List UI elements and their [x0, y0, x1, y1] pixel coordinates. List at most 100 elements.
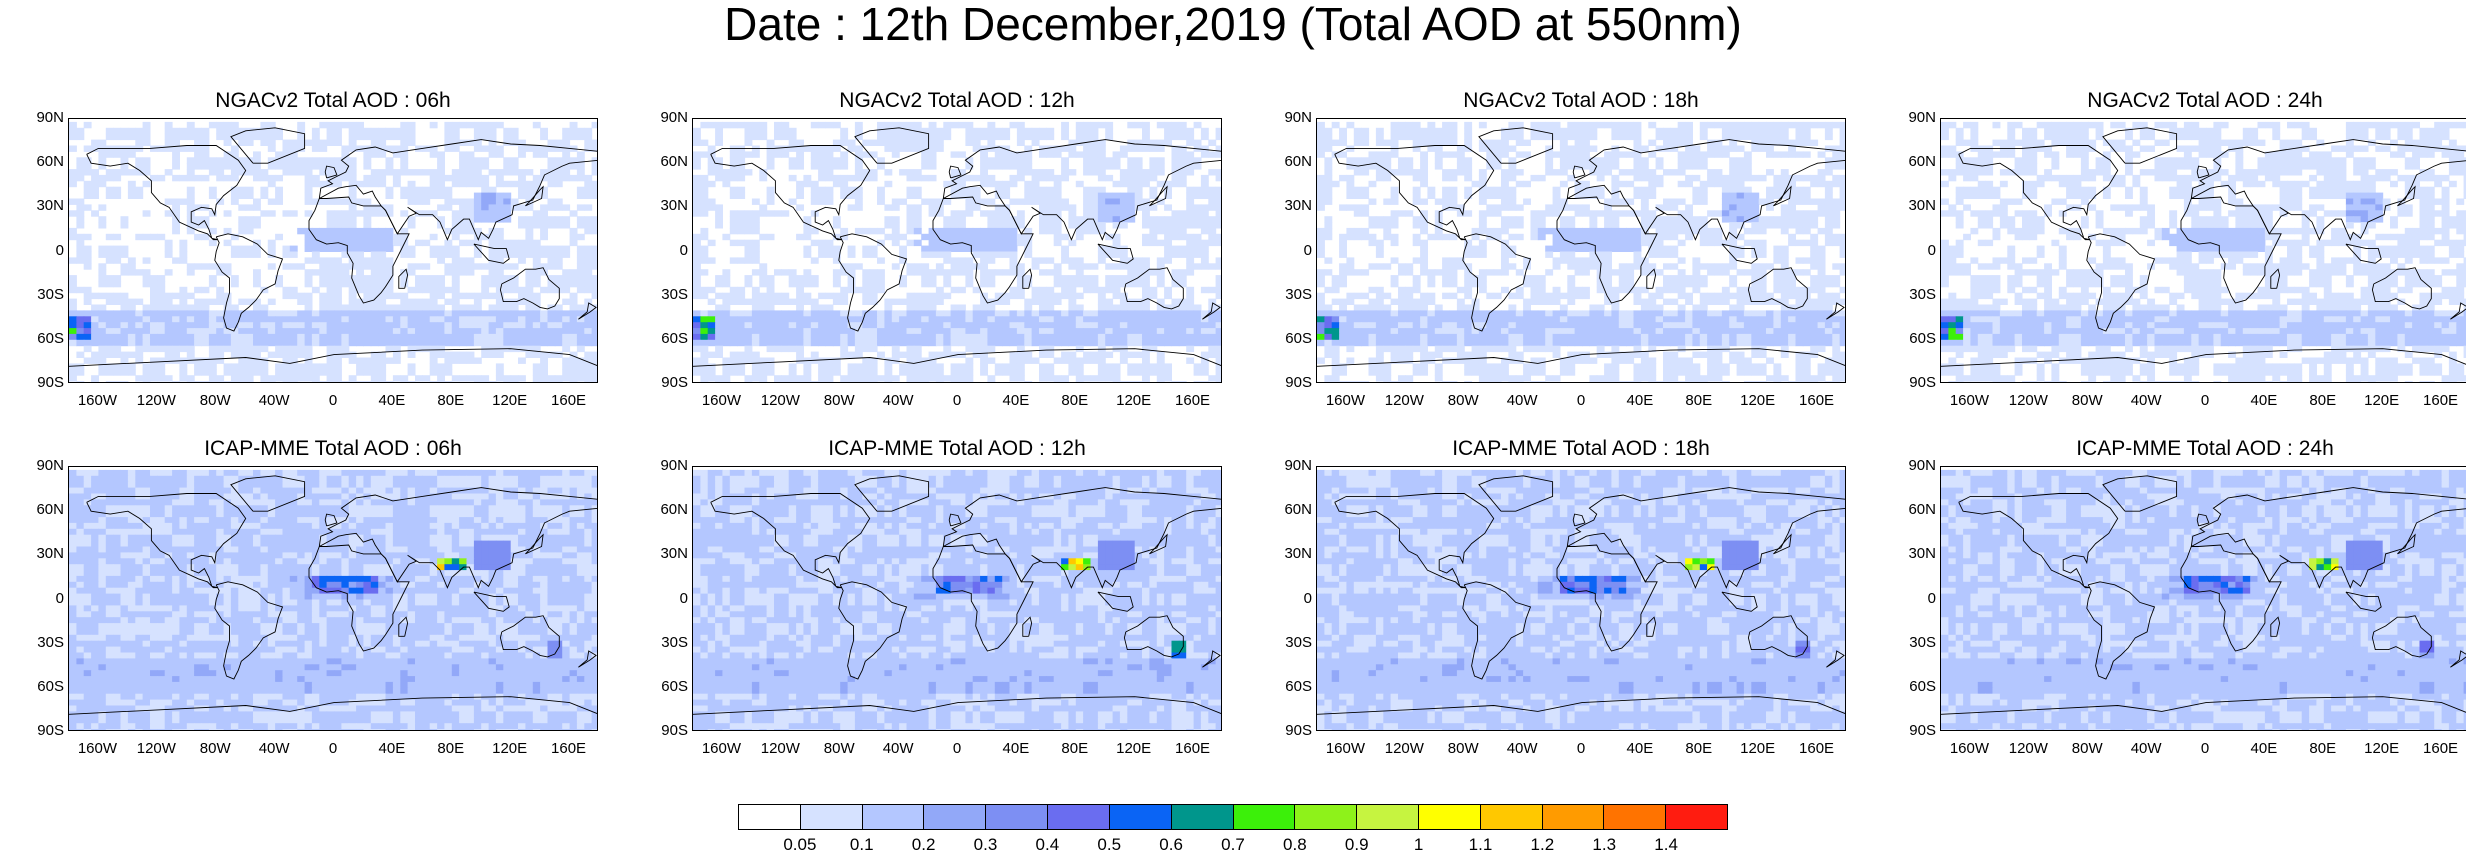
aod-cell	[238, 352, 246, 358]
aod-cell	[393, 175, 401, 181]
aod-cell	[1076, 134, 1084, 140]
aod-cell	[1039, 199, 1047, 205]
aod-cell	[1383, 175, 1391, 181]
aod-cell	[290, 287, 298, 293]
aod-cell	[1479, 216, 1487, 222]
aod-cell	[1442, 193, 1450, 199]
aod-cell	[327, 363, 335, 369]
aod-cell	[481, 328, 489, 334]
aod-cell	[334, 299, 342, 305]
aod-cell	[224, 175, 232, 181]
aod-cell	[1076, 281, 1084, 287]
aod-cell	[562, 151, 570, 157]
aod-cell	[1700, 187, 1708, 193]
aod-cell	[363, 240, 371, 246]
aod-cell	[459, 157, 467, 163]
aod-cell	[892, 151, 900, 157]
aod-cell	[1479, 146, 1487, 152]
aod-cell	[818, 187, 826, 193]
aod-cell	[459, 340, 467, 346]
aod-cell	[1700, 128, 1708, 134]
aod-cell	[548, 216, 556, 222]
aod-cell	[848, 204, 856, 210]
aod-cell	[789, 363, 797, 369]
aod-cell	[555, 352, 563, 358]
aod-cell	[76, 199, 84, 205]
aod-cell	[752, 222, 760, 228]
aod-cell	[914, 334, 922, 340]
aod-cell	[246, 140, 254, 146]
aod-cell	[1179, 128, 1187, 134]
aod-cell	[341, 151, 349, 157]
aod-cell	[548, 310, 556, 316]
aod-cell	[69, 322, 77, 328]
aod-cell	[1685, 175, 1693, 181]
aod-cell	[570, 275, 578, 281]
aod-cell	[1670, 169, 1678, 175]
aod-cell	[1604, 228, 1612, 234]
aod-cell	[474, 181, 482, 187]
aod-cell	[496, 369, 504, 375]
aod-cell	[1010, 269, 1018, 275]
aod-cell	[958, 246, 966, 252]
aod-cell	[128, 328, 136, 334]
aod-cell	[752, 293, 760, 299]
aod-cell	[1332, 140, 1340, 146]
aod-cell	[1361, 234, 1369, 240]
aod-cell	[1039, 322, 1047, 328]
aod-cell	[899, 316, 907, 322]
aod-cell	[341, 334, 349, 340]
aod-cell	[1113, 163, 1121, 169]
aod-cell	[577, 151, 585, 157]
aod-cell	[113, 128, 121, 134]
aod-cell	[98, 340, 106, 346]
aod-cell	[334, 375, 342, 381]
aod-cell	[1201, 228, 1209, 234]
aod-cell	[1068, 310, 1076, 316]
aod-cell	[1560, 228, 1568, 234]
aod-cell	[1553, 193, 1561, 199]
aod-cell	[929, 310, 937, 316]
aod-cell	[371, 375, 379, 381]
aod-cell	[862, 299, 870, 305]
aod-cell	[84, 234, 92, 240]
aod-cell	[730, 157, 738, 163]
aod-cell	[1068, 257, 1076, 263]
aod-cell	[1818, 228, 1826, 234]
aod-cell	[980, 228, 988, 234]
aod-cell	[98, 316, 106, 322]
aod-cell	[693, 204, 701, 210]
aod-cell	[459, 334, 467, 340]
aod-cell	[135, 128, 143, 134]
aod-cell	[1413, 199, 1421, 205]
aod-cell	[378, 305, 386, 311]
aod-cell	[334, 363, 342, 369]
aod-cell	[393, 234, 401, 240]
aod-cell	[386, 322, 394, 328]
aod-cell	[503, 375, 511, 381]
aod-cell	[1324, 175, 1332, 181]
aod-cell	[1832, 157, 1840, 163]
aod-cell	[570, 240, 578, 246]
aod-cell	[540, 340, 548, 346]
aod-cell	[943, 281, 951, 287]
aod-cell	[1501, 140, 1509, 146]
aod-cell	[91, 381, 99, 383]
lat-tick-label: 0	[24, 243, 64, 259]
aod-cell	[400, 305, 408, 311]
aod-cell	[194, 299, 202, 305]
aod-cell	[1142, 275, 1150, 281]
aod-cell	[452, 210, 460, 216]
lon-tick-label: 160E	[544, 393, 594, 409]
aod-cell	[238, 246, 246, 252]
aod-cell	[1061, 134, 1069, 140]
aod-cell	[1494, 193, 1502, 199]
aod-cell	[951, 328, 959, 334]
aod-cell	[737, 257, 745, 263]
aod-cell	[1061, 128, 1069, 134]
aod-cell	[1135, 328, 1143, 334]
aod-cell	[1648, 140, 1656, 146]
aod-cell	[371, 246, 379, 252]
aod-cell	[826, 163, 834, 169]
aod-cell	[1354, 169, 1362, 175]
